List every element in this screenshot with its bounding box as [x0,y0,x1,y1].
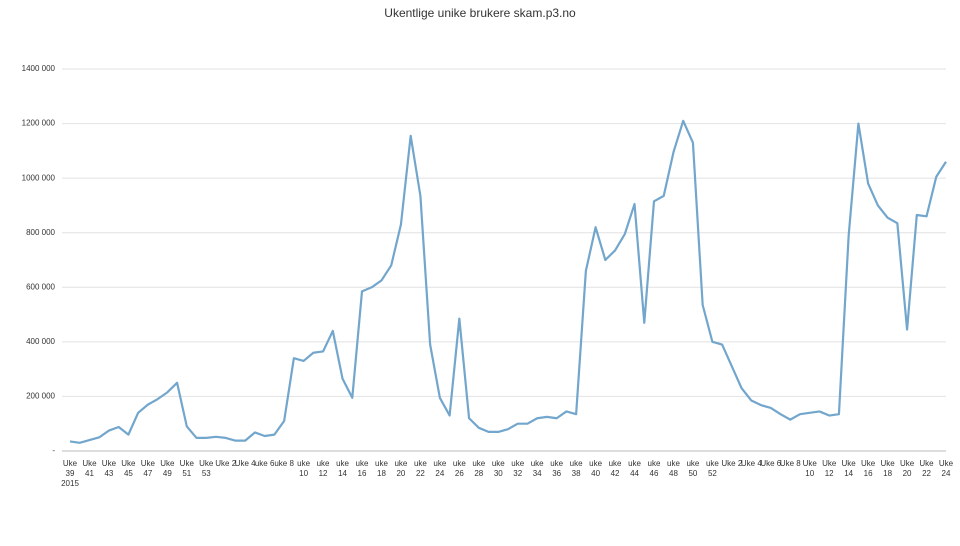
line [69,119,947,444]
y-tick-label: 200 000 [26,392,55,401]
x-tick-label: Uke 14 [841,459,856,478]
y-tick-label: 1400 000 [22,64,56,73]
x-tick-label: uke 32 [511,459,525,478]
x-tick-label: uke 50 [686,459,700,478]
x-tick-label: uke 36 [550,459,564,478]
x-tick-label: Uke 16 [861,459,876,478]
x-tick-label: Uke 51 [179,459,194,478]
x-tick-label: uke 38 [569,459,583,478]
x-tick-label: uke 42 [608,459,622,478]
y-tick-label: 1200 000 [22,119,56,128]
x-tick-label: uke 52 [705,459,719,478]
x-tick-label: uke 44 [628,459,641,478]
x-tick-label: Uke 43 [101,459,117,478]
x-tick-label: uke 30 [491,459,505,478]
x-tick-label: Uke 45 [121,459,136,478]
x-tick-label: Uke 18 [880,459,895,478]
x-tick-label: Uke 4 [234,459,256,468]
x-tick-label: Uke 53 [199,459,214,478]
x-tick-label: uke 8 [274,459,294,468]
x-tick-label: uke 14 [336,459,349,478]
x-tick-label: uke 34 [530,459,544,478]
x-tick-label: Uke 39 2015 [61,459,79,488]
x-tick-label: Uke 20 [899,459,915,478]
x-tick-label: uke 20 [394,459,408,478]
x-tick-label: uke 26 [452,459,466,478]
x-tick-label: uke 6 [254,459,275,468]
x-tick-label: uke 22 [413,459,427,478]
x-tick-label: uke 10 [297,459,311,478]
chart-title: Ukentlige unike brukere skam.p3.no [384,6,576,20]
x-tick-label: uke 40 [589,459,603,478]
x-tick-label: uke 18 [375,459,388,478]
y-tick-label: - [52,446,55,455]
x-tick-label: Uke 10 [802,459,817,478]
x-tick-label: uke 46 [647,459,661,478]
x-tick-label: uke 12 [316,459,330,478]
x-tick-label: uke 28 [472,459,486,478]
x-tick-label: Uke 8 [779,459,801,468]
y-tick-label: 1000 000 [22,173,56,182]
x-tick-label: Uke 2 [215,459,237,468]
x-tick-label: Uke 6 [760,459,782,468]
x-tick-label: Uke 2 [721,459,743,468]
x-tick-label: uke 16 [355,459,369,478]
x-tick-label: Uke 49 [160,459,175,478]
x-tick-label: uke 48 [667,459,680,478]
x-tick-label: Uke 12 [822,459,837,478]
y-tick-label: 600 000 [26,282,55,291]
y-tick-label: 400 000 [26,337,55,346]
x-tick-label: uke 24 [433,459,447,478]
x-tick-label: Uke 24 [938,459,954,478]
x-tick-label: Uke 4 [740,459,762,468]
x-tick-label: Uke 47 [140,459,155,478]
x-tick-label: Uke 41 [82,459,97,478]
y-tick-label: 800 000 [26,228,55,237]
x-tick-label: Uke 22 [919,459,934,478]
